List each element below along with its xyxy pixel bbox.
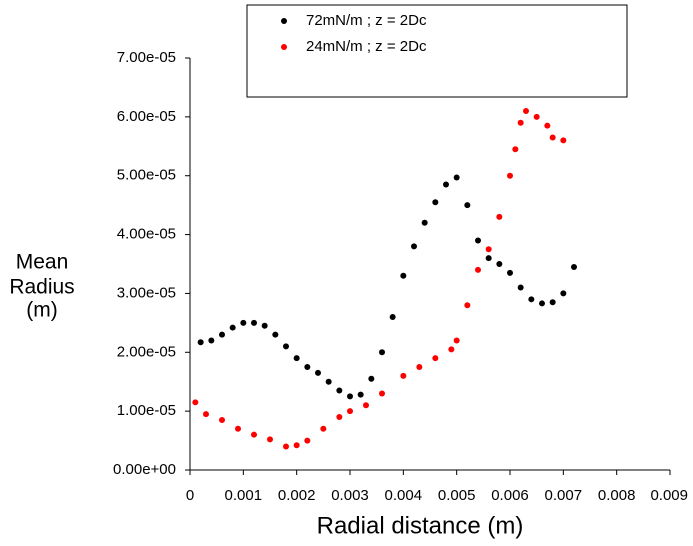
data-point xyxy=(400,272,407,279)
legend-marker xyxy=(281,18,287,24)
data-point xyxy=(523,107,529,114)
legend-label: 24mN/m ; z = 2Dc xyxy=(306,38,427,55)
data-point xyxy=(389,313,396,320)
y-tick-label: 0.00e+00 xyxy=(113,461,176,478)
data-point xyxy=(197,339,204,346)
data-point xyxy=(272,331,279,338)
data-point xyxy=(320,425,327,432)
data-point xyxy=(448,346,455,353)
data-point xyxy=(219,416,225,423)
data-point xyxy=(544,122,551,129)
x-tick-label: 0.009 xyxy=(650,487,688,504)
data-point xyxy=(235,425,241,432)
data-point xyxy=(347,408,353,415)
data-point xyxy=(485,255,492,262)
x-tick-label: 0.002 xyxy=(278,487,316,504)
data-point xyxy=(336,387,343,394)
data-point xyxy=(560,137,567,144)
data-point xyxy=(304,364,311,370)
data-point xyxy=(533,113,540,120)
x-tick-label: 0.001 xyxy=(225,487,263,504)
data-point xyxy=(432,355,439,362)
data-point xyxy=(517,284,524,291)
x-tick-label: 0.007 xyxy=(545,487,583,504)
legend-box xyxy=(246,4,628,98)
x-tick-label: 0.006 xyxy=(491,487,529,504)
y-axis-label: Radius xyxy=(9,276,74,299)
data-point xyxy=(357,391,364,398)
data-point xyxy=(549,299,556,306)
data-point xyxy=(539,300,545,307)
data-point xyxy=(379,390,385,397)
data-point xyxy=(560,290,567,297)
data-point xyxy=(485,246,492,253)
data-point xyxy=(453,174,460,181)
data-point xyxy=(496,261,503,267)
data-point xyxy=(517,119,524,126)
data-point xyxy=(512,146,519,153)
data-point xyxy=(475,266,481,273)
y-tick-label: 3.00e-05 xyxy=(117,284,176,301)
data-point xyxy=(571,263,577,270)
y-tick-label: 1.00e-05 xyxy=(117,402,176,419)
y-axis-label: (m) xyxy=(26,299,57,322)
data-point xyxy=(400,372,407,379)
x-axis-label: Radial distance (m) xyxy=(317,512,524,539)
data-point xyxy=(229,324,236,331)
data-point xyxy=(251,431,257,438)
x-tick-label: 0.003 xyxy=(331,487,369,504)
data-point xyxy=(475,237,481,244)
data-point xyxy=(283,343,289,350)
data-point xyxy=(203,411,209,418)
data-point xyxy=(304,437,311,444)
data-point xyxy=(549,134,556,141)
data-point xyxy=(528,296,535,303)
data-point xyxy=(416,364,423,370)
data-point xyxy=(464,202,471,209)
y-tick-label: 4.00e-05 xyxy=(117,226,176,243)
y-tick-label: 5.00e-05 xyxy=(117,167,176,184)
data-point xyxy=(363,402,369,409)
data-point xyxy=(464,302,471,309)
data-point xyxy=(293,442,300,449)
data-point xyxy=(267,436,273,443)
x-tick-label: 0.008 xyxy=(598,487,636,504)
data-point xyxy=(453,337,460,344)
y-axis-label: Mean xyxy=(16,251,69,274)
data-point xyxy=(261,322,268,329)
data-point xyxy=(251,319,257,326)
data-point xyxy=(315,369,321,376)
data-point xyxy=(368,375,375,382)
x-tick-label: 0.004 xyxy=(385,487,423,504)
data-point xyxy=(283,443,289,450)
data-point xyxy=(507,269,513,276)
x-tick-label: 0 xyxy=(186,487,194,504)
data-point xyxy=(443,181,449,188)
legend-marker xyxy=(281,44,287,50)
data-point xyxy=(421,219,428,226)
data-point xyxy=(336,414,343,421)
data-point xyxy=(325,378,332,385)
data-point xyxy=(240,319,247,326)
y-tick-label: 7.00e-05 xyxy=(117,49,176,66)
data-point xyxy=(496,213,503,220)
legend-label: 72mN/m ; z = 2Dc xyxy=(306,12,427,29)
data-point xyxy=(432,199,439,206)
x-tick-label: 0.005 xyxy=(438,487,476,504)
data-point xyxy=(507,172,513,179)
y-tick-label: 6.00e-05 xyxy=(117,108,176,125)
data-point xyxy=(219,331,225,338)
data-point xyxy=(411,243,417,250)
y-tick-label: 2.00e-05 xyxy=(117,343,176,360)
data-point xyxy=(192,399,199,406)
data-point xyxy=(379,349,385,356)
data-point xyxy=(293,355,300,362)
data-point xyxy=(347,393,353,400)
data-point xyxy=(208,337,215,344)
